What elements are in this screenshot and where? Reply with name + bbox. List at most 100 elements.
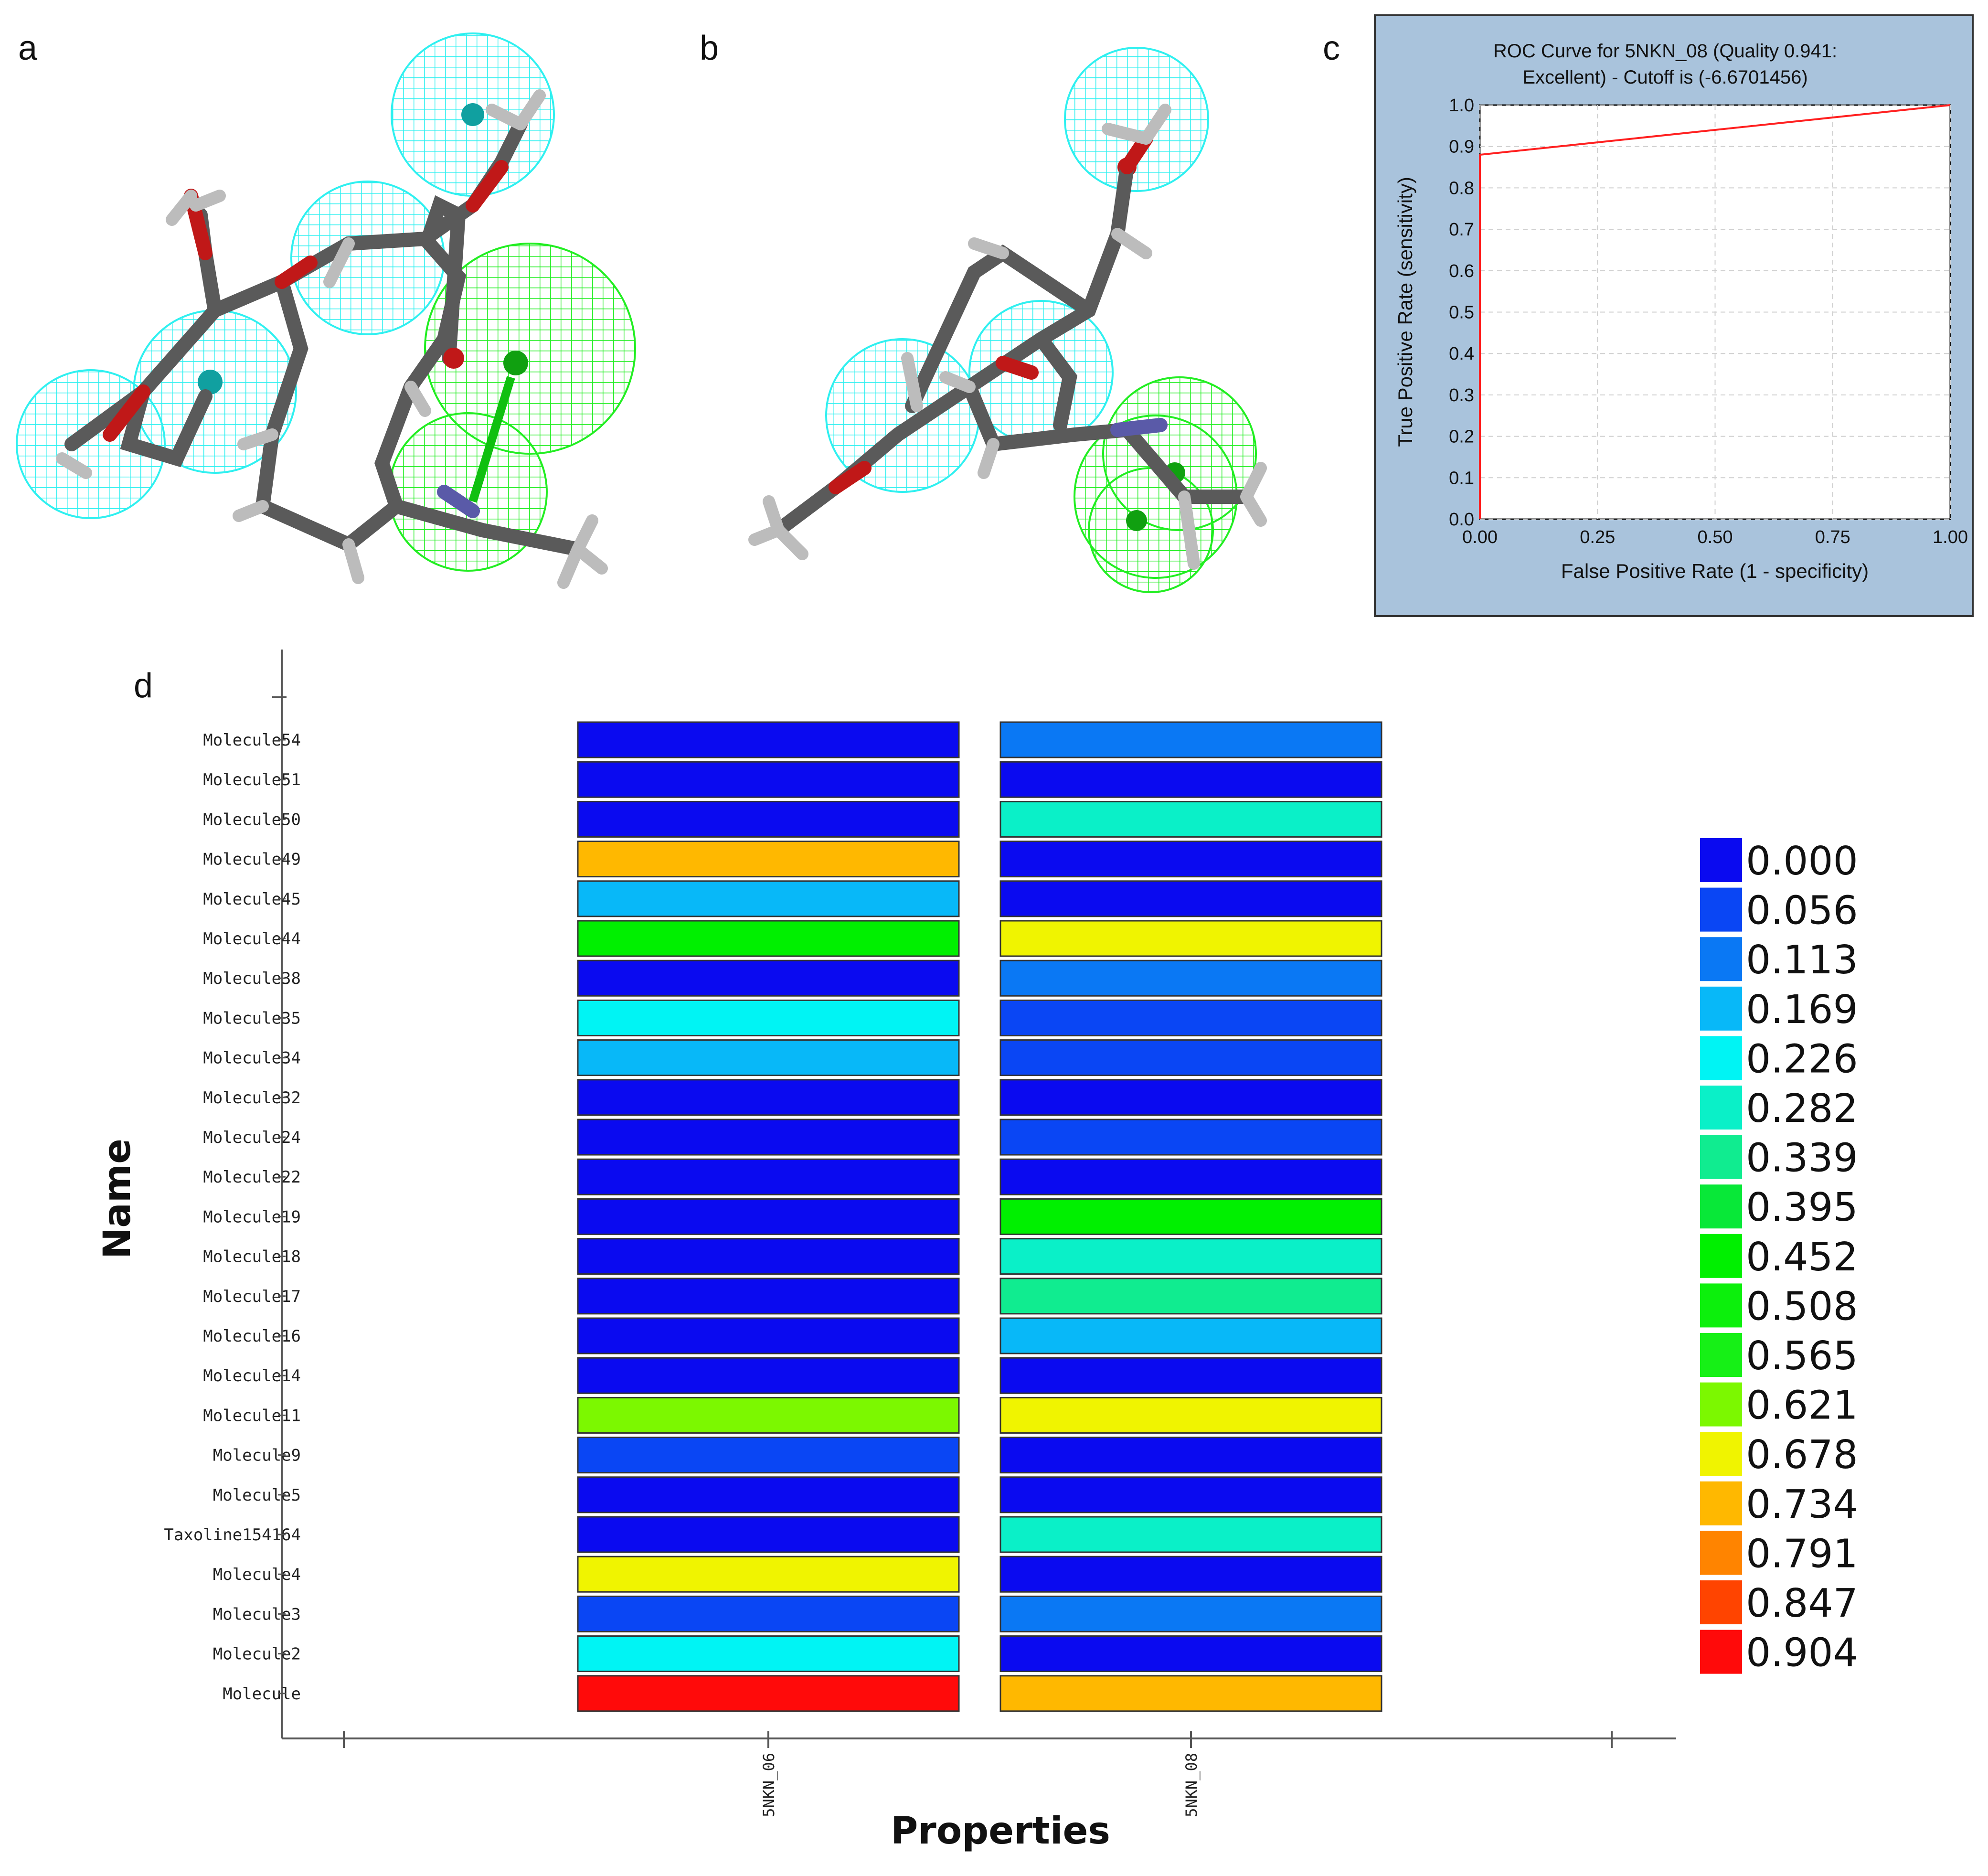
legend-swatch <box>1700 1184 1742 1229</box>
heatmap-row-label: Molecule35 <box>203 1009 301 1028</box>
heatmap-cell <box>999 1198 1382 1235</box>
legend-swatch <box>1700 986 1742 1031</box>
heatmap-cell <box>577 1675 960 1712</box>
heatmap-cell <box>999 1437 1382 1474</box>
heatmap-cell <box>999 1119 1382 1156</box>
heatmap-cell <box>999 1396 1382 1434</box>
legend-swatch <box>1700 1531 1742 1575</box>
heatmap-cell <box>577 1476 960 1514</box>
heatmap-cell <box>999 1595 1382 1632</box>
heatmap-row-label: Molecule24 <box>203 1128 301 1147</box>
legend-swatch <box>1700 1382 1742 1427</box>
heatmap-row-label: Molecule51 <box>203 770 301 789</box>
legend-swatch <box>1700 887 1742 932</box>
legend-swatch <box>1700 1432 1742 1476</box>
heatmap-cell <box>999 800 1382 838</box>
legend-label: 0.282 <box>1746 1086 1858 1131</box>
legend-swatch <box>1700 1234 1742 1278</box>
heatmap-row-label: Molecule34 <box>203 1049 301 1068</box>
legend-label: 0.452 <box>1746 1235 1858 1280</box>
molecule-b-skeleton <box>748 104 1267 570</box>
legend-label: 0.791 <box>1746 1531 1858 1577</box>
roc-x-label: False Positive Rate (1 - specificity) <box>1561 560 1869 582</box>
legend-label: 0.339 <box>1746 1136 1858 1181</box>
legend-swatch <box>1700 1630 1742 1674</box>
roc-x-tick-label: 0.50 <box>1698 527 1733 547</box>
heatmap-row-label: Molecule3 <box>213 1605 301 1624</box>
heatmap-cell <box>577 1278 960 1315</box>
heatmap-cell <box>577 959 960 997</box>
heatmap-cell <box>577 721 960 758</box>
heatmap-y-label: Name <box>96 1139 139 1259</box>
legend-swatch <box>1700 1283 1742 1328</box>
heatmap-cell <box>577 1158 960 1195</box>
legend-label: 0.226 <box>1746 1036 1858 1082</box>
heatmap-row-label: Molecule44 <box>203 929 301 949</box>
roc-y-label: True Positive Rate (sensitivity) <box>1394 177 1416 447</box>
heatmap-cell <box>999 1079 1382 1116</box>
heatmap-row-label: Molecule49 <box>203 850 301 869</box>
heatmap-cell <box>999 1039 1382 1077</box>
legend-label: 0.565 <box>1746 1333 1858 1379</box>
heatmap-cell <box>577 1238 960 1275</box>
roc-x-ticks: 0.00 0.25 0.50 0.75 1.00 <box>1462 527 1968 547</box>
activity-heatmap: Molecule54 Molecule51 Molecule50 Molecule49… <box>96 650 1858 1853</box>
heatmap-cell <box>577 1635 960 1673</box>
heatmap-cell <box>999 841 1382 878</box>
legend-swatch <box>1700 1086 1742 1130</box>
legend-swatch <box>1700 1135 1742 1179</box>
heatmap-column-labels: 5NKN_06 5NKN_08 <box>760 1731 1201 1817</box>
heatmap-cell <box>999 880 1382 917</box>
roc-title-line2: Excellent) - Cutoff is (-6.6701456) <box>1522 67 1807 88</box>
heatmap-cell <box>577 1396 960 1434</box>
legend-swatch <box>1700 1481 1742 1525</box>
heatmap-row-label: Molecule22 <box>203 1168 301 1187</box>
heatmap-row-label: Molecule19 <box>203 1207 301 1226</box>
heatmap-row-label: Molecule4 <box>213 1565 301 1584</box>
heatmap-cell <box>999 1476 1382 1514</box>
heatmap-row-labels: Molecule54 Molecule51 Molecule50 Molecule49… <box>164 731 301 1704</box>
heatmap-cell <box>577 1556 960 1593</box>
roc-y-tick-label: 0.0 <box>1449 510 1474 530</box>
heatmap-cell <box>999 999 1382 1036</box>
roc-y-tick-label: 0.3 <box>1449 385 1474 405</box>
pharmacophore-model-a <box>16 32 636 589</box>
heatmap-cell <box>577 1317 960 1354</box>
panel-label-d: d <box>134 667 153 705</box>
legend-swatch <box>1700 1580 1742 1624</box>
legend-swatch <box>1700 1333 1742 1377</box>
heatmap-x-label: Properties <box>891 1810 1110 1853</box>
heatmap-cell <box>577 841 960 878</box>
heatmap-column-label: 5NKN_06 <box>760 1753 778 1817</box>
heatmap-row-label: Molecule38 <box>203 969 301 988</box>
roc-y-ticks: 0.0 0.1 0.2 0.3 0.4 0.5 0.6 0.7 0.8 0.9 1.0 <box>1449 96 1474 530</box>
legend-label: 0.904 <box>1746 1631 1858 1676</box>
heatmap-row-label: Molecule45 <box>203 890 301 909</box>
legend-label: 0.113 <box>1746 938 1858 983</box>
roc-curve-chart: ROC Curve for 5NKN_08 (Quality 0.941: Ex… <box>1374 14 1974 617</box>
heatmap-cell <box>999 1278 1382 1315</box>
heatmap-cell <box>999 1238 1382 1275</box>
heatmap-row-label: Molecule50 <box>203 810 301 829</box>
heatmap-column-label: 5NKN_08 <box>1182 1753 1201 1817</box>
heatmap-cell <box>999 1357 1382 1394</box>
heatmap-cell <box>577 1119 960 1156</box>
heatmap-cell <box>577 1357 960 1394</box>
heatmap-row-label: Molecule54 <box>203 731 301 750</box>
heatmap-row-label: Molecule16 <box>203 1327 301 1346</box>
heatmap-row-label: Molecule5 <box>213 1486 301 1505</box>
heatmap-cell <box>999 920 1382 957</box>
heatmap-cell <box>999 1675 1382 1712</box>
heatmap-row-label: Molecule <box>223 1684 301 1704</box>
heatmap-cell <box>999 1635 1382 1673</box>
roc-y-tick-label: 0.4 <box>1449 344 1474 364</box>
roc-x-tick-label: 1.00 <box>1933 527 1968 547</box>
heatmap-cell <box>577 800 960 838</box>
roc-y-tick-label: 0.8 <box>1449 178 1474 198</box>
heatmap-cell <box>999 1516 1382 1553</box>
legend-swatch <box>1700 1036 1742 1080</box>
heatmap-cell <box>577 999 960 1036</box>
roc-y-tick-label: 0.6 <box>1449 261 1474 281</box>
heatmap-row-label: Molecule32 <box>203 1088 301 1108</box>
